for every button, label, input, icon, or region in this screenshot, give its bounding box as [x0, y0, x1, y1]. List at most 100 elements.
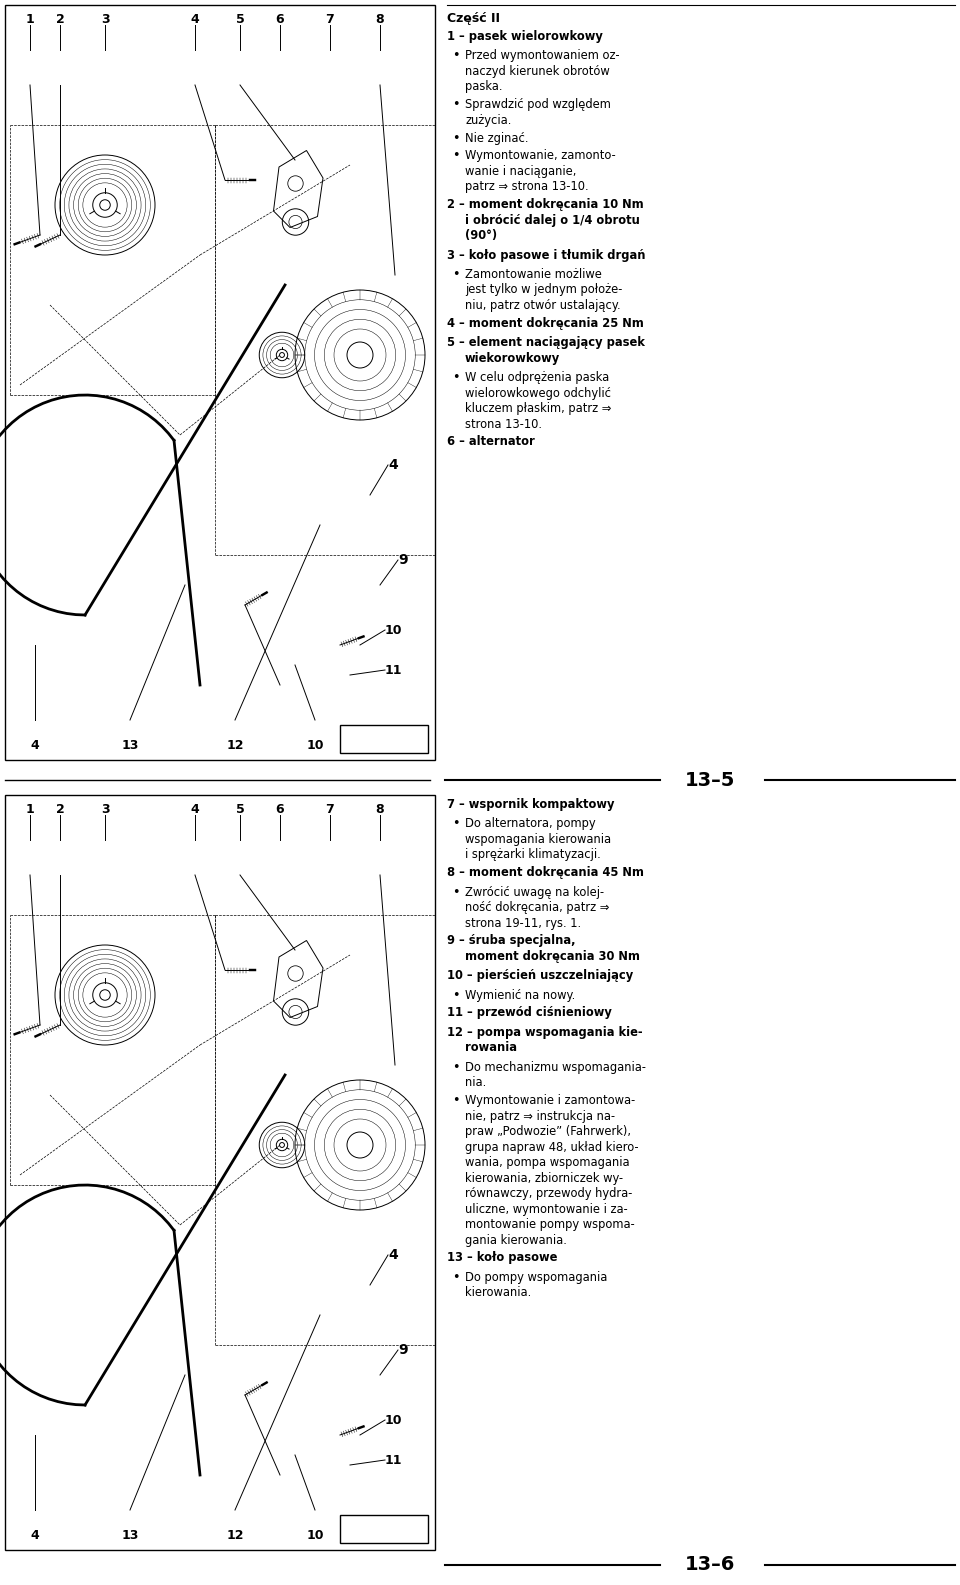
Text: 10: 10 [306, 739, 324, 751]
Text: Przed wymontowaniem oz-: Przed wymontowaniem oz- [465, 49, 619, 62]
Text: 11 – przewód ciśnieniowy: 11 – przewód ciśnieniowy [447, 1006, 612, 1019]
Text: niu, patrz otwór ustalający.: niu, patrz otwór ustalający. [465, 300, 620, 312]
Text: 3: 3 [101, 804, 109, 816]
Text: 4: 4 [388, 1247, 397, 1262]
Text: 4: 4 [31, 1530, 39, 1542]
Text: •: • [452, 268, 460, 281]
Text: •: • [452, 818, 460, 831]
Text: 4: 4 [191, 804, 200, 816]
Text: •: • [452, 886, 460, 899]
Text: i obrócić dalej o 1/4 obrotu: i obrócić dalej o 1/4 obrotu [465, 214, 640, 227]
Text: 7 – wspornik kompaktowy: 7 – wspornik kompaktowy [447, 797, 614, 812]
Text: •: • [452, 1060, 460, 1073]
Text: •: • [452, 371, 460, 384]
Text: ność dokręcania, patrz ⇒: ność dokręcania, patrz ⇒ [465, 902, 610, 915]
Text: 10: 10 [385, 623, 402, 637]
Text: strona 13-10.: strona 13-10. [465, 417, 542, 431]
Text: 5: 5 [235, 13, 245, 25]
Text: 5 – element naciągający pasek: 5 – element naciągający pasek [447, 336, 645, 349]
Text: Zwrócić uwagę na kolej-: Zwrócić uwagę na kolej- [465, 886, 604, 899]
Text: Sprawdzić pod względem: Sprawdzić pod względem [465, 98, 611, 111]
Text: i sprężarki klimatyzacji.: i sprężarki klimatyzacji. [465, 848, 601, 861]
Text: N13–0527: N13–0527 [358, 734, 410, 743]
Text: 10: 10 [385, 1414, 402, 1426]
Text: •: • [452, 989, 460, 1002]
Circle shape [347, 1132, 373, 1159]
Text: 2 – moment dokręcania 10 Nm: 2 – moment dokręcania 10 Nm [447, 198, 644, 211]
Text: 2: 2 [56, 13, 64, 25]
Text: 4: 4 [388, 458, 397, 472]
Text: wielorowkowego odchylić: wielorowkowego odchylić [465, 387, 611, 399]
Text: Wymontowanie i zamontowa-: Wymontowanie i zamontowa- [465, 1094, 636, 1106]
Bar [340, 1515, 428, 1544]
Text: 13–5: 13–5 [684, 770, 735, 789]
Text: •: • [452, 1271, 460, 1284]
Text: •: • [452, 132, 460, 144]
Text: 5: 5 [235, 804, 245, 816]
Text: 1: 1 [26, 804, 35, 816]
Text: 6: 6 [276, 804, 284, 816]
Text: patrz ⇒ strona 13-10.: patrz ⇒ strona 13-10. [465, 181, 588, 193]
Text: 3: 3 [101, 13, 109, 25]
Text: wania, pompa wspomagania: wania, pompa wspomagania [465, 1155, 630, 1170]
Text: 6 – alternator: 6 – alternator [447, 436, 535, 449]
Text: 9: 9 [398, 1342, 408, 1357]
Text: wanie i naciąganie,: wanie i naciąganie, [465, 165, 576, 178]
Text: Do pompy wspomagania: Do pompy wspomagania [465, 1271, 608, 1284]
Text: naczyd kierunek obrotów: naczyd kierunek obrotów [465, 65, 610, 78]
Text: nie, patrz ⇒ instrukcja na-: nie, patrz ⇒ instrukcja na- [465, 1110, 615, 1122]
Text: montowanie pompy wspoma-: montowanie pompy wspoma- [465, 1217, 635, 1232]
Text: W celu odprężenia paska: W celu odprężenia paska [465, 371, 610, 384]
Text: 12: 12 [227, 1530, 244, 1542]
Text: 6: 6 [276, 13, 284, 25]
Text: grupa napraw 48, układ kiero-: grupa napraw 48, układ kiero- [465, 1141, 638, 1154]
Text: 1: 1 [26, 13, 35, 25]
Text: 4: 4 [191, 13, 200, 25]
Text: 7: 7 [325, 13, 334, 25]
Text: •: • [452, 49, 460, 62]
Text: moment dokręcania 30 Nm: moment dokręcania 30 Nm [465, 949, 640, 964]
Text: Wymienić na nowy.: Wymienić na nowy. [465, 989, 575, 1002]
Text: Do alternatora, pompy: Do alternatora, pompy [465, 818, 595, 831]
Text: 11: 11 [385, 1453, 402, 1466]
Text: •: • [452, 1094, 460, 1106]
Text: •: • [452, 98, 460, 111]
Text: 12 – pompa wspomagania kie-: 12 – pompa wspomagania kie- [447, 1025, 642, 1038]
Text: Wymontowanie, zamonto-: Wymontowanie, zamonto- [465, 149, 615, 162]
Text: gania kierowania.: gania kierowania. [465, 1233, 566, 1246]
Text: 13: 13 [121, 1530, 138, 1542]
Text: •: • [452, 149, 460, 162]
Text: 9 – śruba specjalna,: 9 – śruba specjalna, [447, 935, 575, 948]
Text: zużycia.: zużycia. [465, 114, 512, 127]
Text: praw „Podwozie” (Fahrwerk),: praw „Podwozie” (Fahrwerk), [465, 1125, 631, 1138]
Text: uliczne, wymontowanie i za-: uliczne, wymontowanie i za- [465, 1203, 628, 1216]
Text: kluczem płaskim, patrz ⇒: kluczem płaskim, patrz ⇒ [465, 403, 612, 415]
Text: 1 – pasek wielorowkowy: 1 – pasek wielorowkowy [447, 30, 603, 43]
Text: 12: 12 [227, 739, 244, 751]
Text: 9: 9 [398, 553, 408, 567]
Text: 13 – koło pasowe: 13 – koło pasowe [447, 1252, 558, 1265]
Text: kierowania, zbiorniczek wy-: kierowania, zbiorniczek wy- [465, 1171, 623, 1184]
Bar [340, 724, 428, 753]
Bar [5, 5, 435, 759]
Text: 4 – moment dokręcania 25 Nm: 4 – moment dokręcania 25 Nm [447, 317, 644, 330]
Text: równawczy, przewody hydra-: równawczy, przewody hydra- [465, 1187, 633, 1200]
Text: 8 – moment dokręcania 45 Nm: 8 – moment dokręcania 45 Nm [447, 865, 644, 880]
Text: 13: 13 [121, 739, 138, 751]
Text: kierowania.: kierowania. [465, 1287, 531, 1300]
Text: 10 – pierścień uszczelniający: 10 – pierścień uszczelniający [447, 970, 634, 983]
Text: 11: 11 [385, 664, 402, 677]
Text: wiekorowkowy: wiekorowkowy [465, 352, 561, 365]
Text: Do mechanizmu wspomagania-: Do mechanizmu wspomagania- [465, 1060, 646, 1073]
Text: strona 19-11, rys. 1.: strona 19-11, rys. 1. [465, 916, 581, 929]
Text: nia.: nia. [465, 1076, 487, 1089]
Text: (90°): (90°) [465, 230, 497, 243]
Text: Zamontowanie możliwe: Zamontowanie możliwe [465, 268, 602, 281]
Text: rowania: rowania [465, 1041, 517, 1054]
Text: paska.: paska. [465, 81, 502, 94]
Text: 2: 2 [56, 804, 64, 816]
Text: Nie zginać.: Nie zginać. [465, 132, 529, 144]
Text: wspomagania kierowania: wspomagania kierowania [465, 832, 612, 846]
Text: 13–6: 13–6 [684, 1555, 735, 1574]
Text: 8: 8 [375, 13, 384, 25]
